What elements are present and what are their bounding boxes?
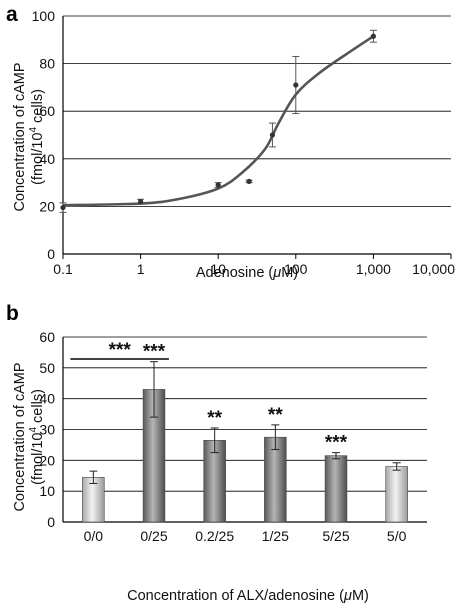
panel-b-y-tick-label: 20: [39, 452, 55, 468]
label-part: M): [352, 588, 369, 604]
panel-a-point-marker: [138, 199, 144, 205]
panel-a-data-point: [137, 198, 145, 205]
panel-a-point-marker: [370, 33, 376, 39]
panel-b-bar-group: [82, 470, 105, 523]
panel-b-x-tick-label: 0.2/25: [195, 528, 234, 544]
panel-b-y-tick-label: 30: [39, 422, 55, 438]
panel-b-bracket-label: ***: [109, 340, 132, 361]
panel-a-x-tick-label: 1,000: [356, 261, 391, 277]
panel-b-bar-group: [264, 424, 287, 523]
panel-b-x-tick-label: 5/0: [387, 528, 407, 544]
panel-b-y-tick-label: 10: [39, 483, 55, 499]
panel-a-x-tick-label: 1: [137, 261, 145, 277]
panel-b-bar: [82, 476, 105, 523]
panel-a-x-tick-label: 10: [210, 261, 226, 277]
panel-b-significance-marks: ***** ********: [70, 340, 348, 454]
panel-a-chart: a 0 20 40 60 80 100 0.1 1 10 100 1,000 10,000 Aden…: [6, 3, 455, 281]
panel-b-gridlines: [63, 336, 427, 492]
panel-a-x-axis-title: Adenosine (μM): [196, 265, 298, 281]
panel-a-x-tick-label: 10,000: [412, 261, 455, 277]
panel-b-bars: [82, 361, 408, 523]
panel-b-bar-group: [385, 462, 408, 523]
label-part: 4: [28, 127, 39, 133]
panel-a-data-point: [59, 202, 67, 213]
panel-b-y-tick-label: 0: [47, 514, 55, 530]
panel-a-x-tick-labels: 0.1 1 10 100 1,000 10,000: [53, 261, 455, 277]
panel-a-y-tick-labels: 0 20 40 60 80 100: [32, 8, 56, 262]
label-part: cells): [30, 89, 46, 127]
panel-a-x-tick-label: 0.1: [53, 261, 73, 277]
panel-b-significance-label: **: [268, 405, 283, 426]
panel-b-letter: b: [6, 302, 19, 325]
label-part: Concentration of ALX/adenosine (: [127, 588, 344, 604]
panel-b-y-tick-label: 50: [39, 360, 55, 376]
panel-b-y-tick-label: 40: [39, 391, 55, 407]
panel-b-bar: [324, 455, 348, 523]
label-part: cells): [30, 389, 46, 427]
label-part: 4: [28, 427, 39, 433]
panel-b-bar-group: [142, 361, 166, 523]
panel-a-point-marker: [60, 204, 66, 211]
label-part: M): [281, 265, 298, 281]
panel-b-bar: [385, 466, 408, 523]
panel-a-data-point: [214, 182, 222, 188]
panel-b-chart: b 0 10 20 30 40 50 60 0/0 0/25 0.2/25 1/25 5/25 5/0…: [6, 302, 427, 604]
label-part: μ: [272, 265, 281, 281]
panel-b-significance-label: ***: [325, 433, 348, 454]
panel-a-y-axis-title: Concentration of cAMP: [12, 62, 28, 211]
panel-a-y-axis-units: (fmol/104 cells): [28, 89, 46, 185]
panel-a-y-tick-label: 0: [47, 246, 55, 262]
panel-b-y-axis-title: Concentration of cAMP: [12, 362, 28, 511]
panel-a-gridlines: [63, 15, 451, 207]
panel-b-x-tick-label: 0/0: [84, 528, 104, 544]
panel-b-bar-group: [203, 427, 226, 523]
panel-b-x-tick-label: 5/25: [322, 528, 349, 544]
panel-b-axes: [62, 337, 427, 523]
label-part: Adenosine (: [196, 265, 274, 281]
panel-a-y-tick-label: 80: [39, 56, 55, 72]
panel-a-point-marker: [269, 132, 276, 138]
panel-a-letter: a: [6, 3, 18, 26]
panel-a-axes: [62, 16, 452, 259]
panel-b-y-tick-label: 60: [39, 329, 55, 345]
panel-a-y-tick-label: 100: [32, 8, 56, 24]
panel-b-x-axis-title: Concentration of ALX/adenosine (μM): [127, 588, 369, 604]
panel-b-y-axis-units: (fmol/104 cells): [28, 389, 46, 485]
panel-a-data-point: [268, 122, 276, 148]
panel-a-y-tick-label: 40: [39, 151, 55, 167]
panel-a-x-tick-label: 100: [284, 261, 308, 277]
panel-a-point-marker: [246, 178, 252, 185]
panel-a-y-tick-label: 20: [39, 198, 55, 214]
panel-b-x-tick-label: 1/25: [262, 528, 289, 544]
panel-b-x-tick-label: 0/25: [140, 528, 167, 544]
panel-b-x-tick-labels: 0/0 0/25 0.2/25 1/25 5/25 5/0: [84, 528, 407, 544]
label-part: (fmol/10: [30, 433, 46, 485]
panel-a-data-points: [59, 29, 377, 213]
panel-b-significance-label: **: [207, 408, 222, 429]
panel-a-y-tick-label: 60: [39, 103, 55, 119]
panel-b-bar-group: [324, 452, 348, 523]
panel-b-y-tick-labels: 0 10 20 30 40 50 60: [39, 329, 55, 530]
panel-a-data-point: [245, 178, 253, 185]
panel-b-significance-label: ***: [143, 342, 166, 363]
panel-a-data-point: [369, 29, 377, 43]
panel-a-data-point: [292, 55, 300, 115]
panel-a-point-marker: [293, 82, 299, 88]
panel-a-point-marker: [215, 182, 221, 188]
label-part: μ: [343, 588, 352, 604]
panel-a-fit-curve: [62, 35, 375, 207]
label-part: (fmol/10: [30, 133, 46, 185]
